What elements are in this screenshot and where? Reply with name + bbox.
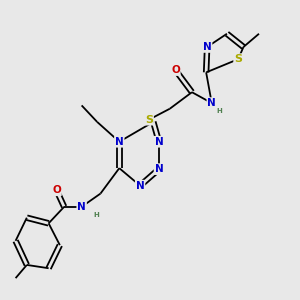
- Text: H: H: [217, 108, 222, 114]
- Text: N: N: [154, 164, 163, 174]
- Text: S: S: [145, 115, 153, 124]
- Text: N: N: [154, 137, 163, 147]
- Text: N: N: [77, 202, 86, 212]
- Text: N: N: [207, 98, 216, 108]
- Text: H: H: [93, 212, 99, 218]
- Text: N: N: [115, 137, 124, 147]
- Text: N: N: [136, 181, 145, 191]
- Text: O: O: [52, 185, 61, 195]
- Text: S: S: [234, 54, 242, 64]
- Text: O: O: [171, 65, 180, 75]
- Text: N: N: [203, 42, 212, 52]
